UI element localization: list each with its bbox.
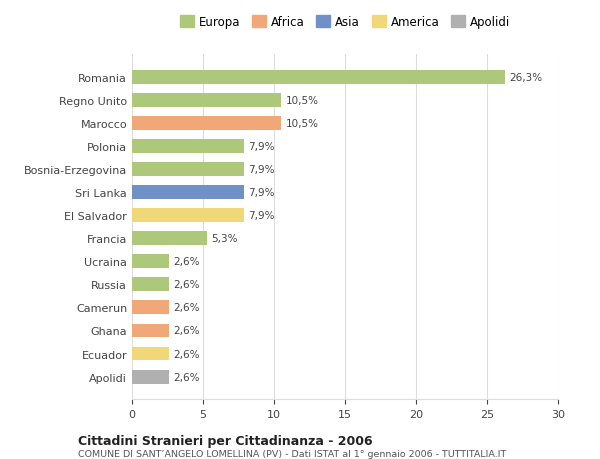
Text: 7,9%: 7,9% bbox=[248, 211, 275, 221]
Bar bbox=[132, 71, 505, 84]
Bar bbox=[132, 94, 281, 107]
Text: 2,6%: 2,6% bbox=[173, 257, 200, 267]
Bar bbox=[132, 117, 281, 130]
Legend: Europa, Africa, Asia, America, Apolidi: Europa, Africa, Asia, America, Apolidi bbox=[179, 16, 511, 29]
Text: 7,9%: 7,9% bbox=[248, 142, 275, 151]
Text: 2,6%: 2,6% bbox=[173, 280, 200, 290]
Text: 5,3%: 5,3% bbox=[212, 234, 238, 244]
Bar bbox=[132, 232, 207, 246]
Bar bbox=[132, 278, 169, 291]
Bar bbox=[132, 301, 169, 315]
Bar bbox=[132, 209, 244, 223]
Text: 2,6%: 2,6% bbox=[173, 372, 200, 382]
Text: 7,9%: 7,9% bbox=[248, 188, 275, 198]
Bar bbox=[132, 347, 169, 361]
Text: COMUNE DI SANT’ANGELO LOMELLINA (PV) - Dati ISTAT al 1° gennaio 2006 - TUTTITALI: COMUNE DI SANT’ANGELO LOMELLINA (PV) - D… bbox=[78, 449, 506, 458]
Bar bbox=[132, 324, 169, 338]
Text: 7,9%: 7,9% bbox=[248, 165, 275, 175]
Text: 10,5%: 10,5% bbox=[286, 119, 319, 129]
Text: 26,3%: 26,3% bbox=[510, 73, 543, 83]
Bar bbox=[132, 163, 244, 177]
Text: 2,6%: 2,6% bbox=[173, 349, 200, 359]
Text: 2,6%: 2,6% bbox=[173, 326, 200, 336]
Text: Cittadini Stranieri per Cittadinanza - 2006: Cittadini Stranieri per Cittadinanza - 2… bbox=[78, 434, 373, 447]
Bar bbox=[132, 140, 244, 154]
Bar bbox=[132, 370, 169, 384]
Text: 10,5%: 10,5% bbox=[286, 95, 319, 106]
Bar bbox=[132, 186, 244, 200]
Text: 2,6%: 2,6% bbox=[173, 303, 200, 313]
Bar bbox=[132, 255, 169, 269]
